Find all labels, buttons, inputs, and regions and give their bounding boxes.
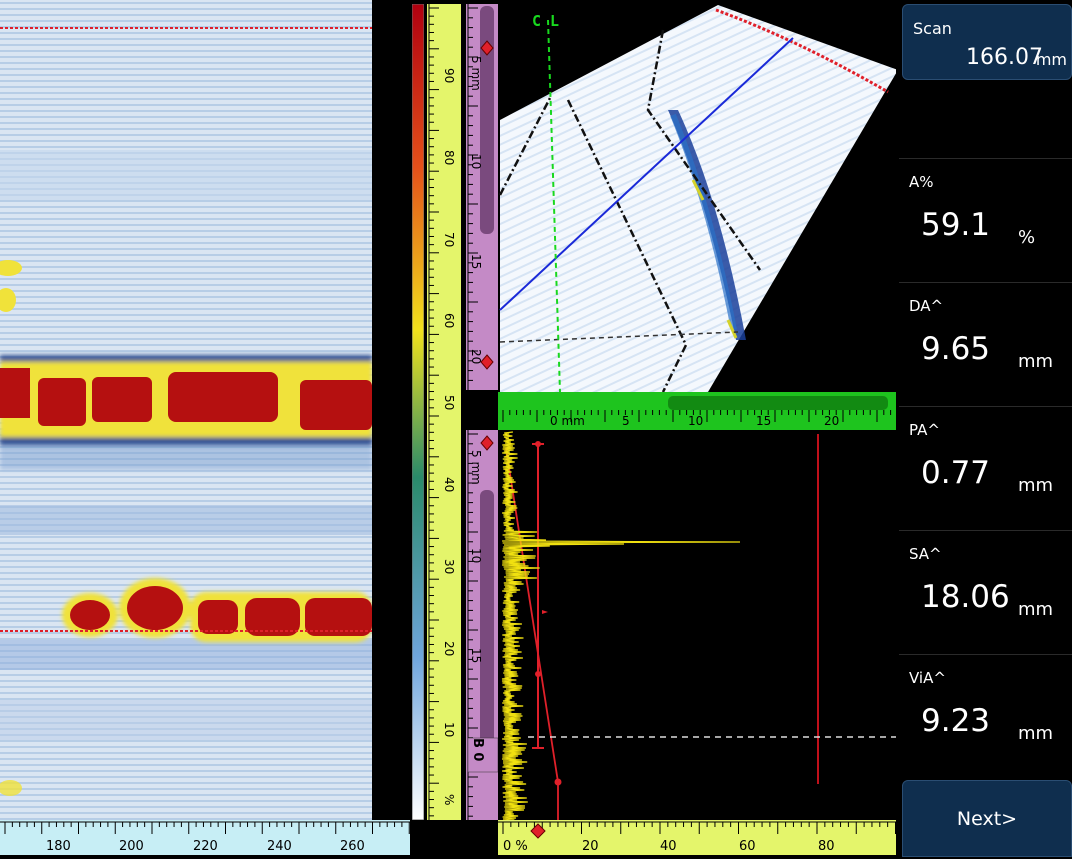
cscan-view[interactable] [0,0,372,820]
scan-unit: mm [1035,50,1067,69]
sector-scan-view[interactable]: C L [498,0,898,393]
reading-unit: mm [1018,723,1054,744]
cscan-tick-label: 240 [267,839,292,854]
ascan-amplitude-axis: 0 % 20 40 60 80 [498,820,896,855]
amp-tick-label: 90 [442,68,456,83]
sector-index-axis: 0 mm 5 10 15 20 [498,392,896,430]
depth-tick-label: 20 [469,349,483,364]
amplitude-ruler: 90 80 70 60 50 40 30 20 10 % [427,4,461,820]
next-button[interactable]: Next> [902,780,1072,857]
amp-tick-label: 10 [442,722,456,737]
ascan-tick-label: 80 [818,839,835,854]
sector-tick-label: 15 [756,414,771,428]
depth-tick-label: 5 mm [469,56,483,91]
depth-tick-label: 10 [469,154,483,169]
ascan-tick-label: 0 % [503,839,528,854]
reading-depth[interactable]: DA^ 9.65 mm [899,282,1072,407]
cscan-tick-label: 180 [46,839,71,854]
cscan-tick-label: 200 [119,839,144,854]
reading-unit: mm [1018,475,1054,496]
ascan-tick-label: 40 [660,839,677,854]
sector-tick-label: 5 [622,414,630,428]
amp-tick-label: 30 [442,559,456,574]
reading-unit: % [1018,227,1036,248]
gate-marker-diamond [480,354,494,370]
centerline-label: C L [532,12,559,30]
reading-value: 9.65 [921,331,991,367]
readings-panel: Scan 166.07 mm A% 59.1 % DA^ 9.65 mm PA^… [899,0,1072,857]
reading-label: SA^ [909,545,942,563]
cscan-scan-axis: 180 200 220 240 260 [0,820,410,855]
reading-sound-path[interactable]: SA^ 18.06 mm [899,530,1072,655]
amp-tick-label: 50 [442,395,456,410]
reading-value: 9.23 [921,703,991,739]
scan-label: Scan [913,19,952,38]
reading-unit: mm [1018,599,1054,620]
amplitude-color-palette [411,3,425,821]
cscan-tick-label: 260 [340,839,365,854]
amp-tick-label: 40 [442,477,456,492]
reading-label: DA^ [909,297,944,315]
amp-tick-label: 20 [442,641,456,656]
amp-tick-label: 80 [442,150,456,165]
sector-depth-ruler[interactable]: 5 mm 10 15 20 [466,4,498,390]
ascan-tick-label: 20 [582,839,599,854]
scan-position-field[interactable]: Scan 166.07 mm [902,4,1072,80]
ascan-depth-ruler[interactable]: 5 mm 10 15 20 B 0 [466,430,499,820]
reading-label: PA^ [909,421,940,439]
gate-marker-diamond [480,40,494,56]
gate-marker-diamond [530,823,546,839]
sector-tick-label: 0 mm [550,414,585,428]
depth-tick-label: 15 [469,254,483,269]
gate-b0-label: B 0 [470,738,485,761]
amp-tick-label: % [442,794,456,805]
reading-amplitude[interactable]: A% 59.1 % [899,158,1072,283]
gate-marker-diamond [480,435,494,451]
sector-tick-label: 10 [688,414,703,428]
sector-tick-label: 20 [824,414,839,428]
reading-label: ViA^ [909,669,946,687]
amp-tick-label: 70 [442,232,456,247]
depth-tick-label: 5 mm [469,450,483,485]
reading-value: 18.06 [921,579,1010,615]
reading-value: 59.1 [921,207,991,243]
depth-tick-label: 10 [469,548,483,563]
amp-tick-label: 60 [442,313,456,328]
ascan-tick-label: 60 [739,839,756,854]
reading-volumetric-index[interactable]: ViA^ 9.23 mm [899,654,1072,779]
cscan-tick-label: 220 [193,839,218,854]
scan-value: 166.07 [966,45,1043,70]
depth-tick-label: 15 [469,648,483,663]
reading-probe-position[interactable]: PA^ 0.77 mm [899,406,1072,531]
ascan-view[interactable] [498,430,896,822]
reading-unit: mm [1018,351,1054,372]
reading-label: A% [909,173,934,191]
reading-value: 0.77 [921,455,991,491]
